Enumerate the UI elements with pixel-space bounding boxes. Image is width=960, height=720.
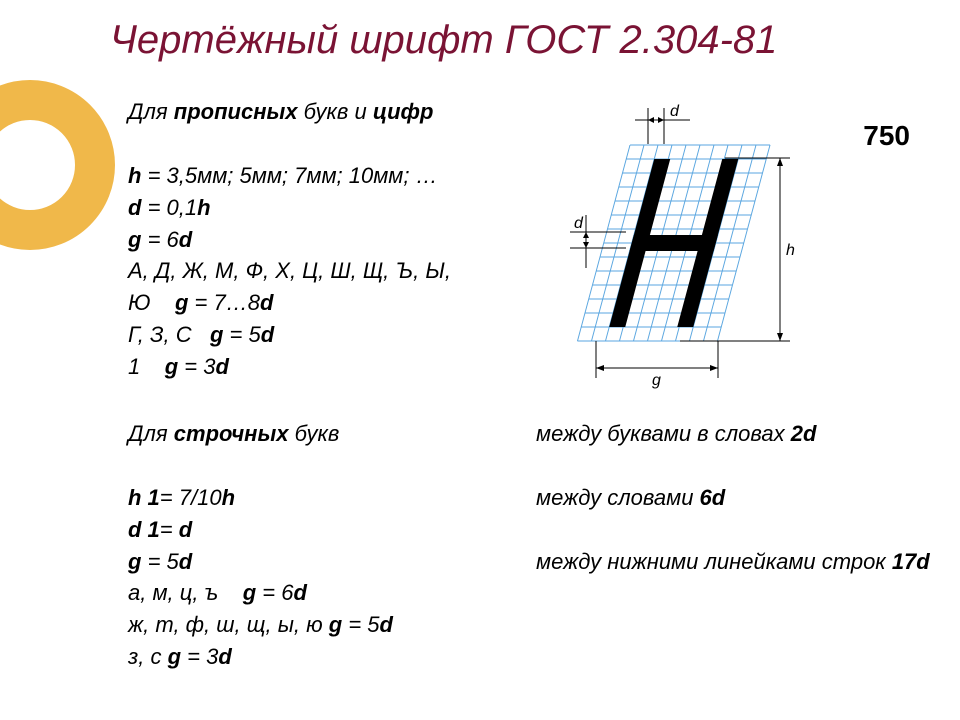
letter-diagram: d d h g bbox=[540, 100, 830, 390]
page-title: Чертёжный шрифт ГОСТ 2.304-81 bbox=[110, 18, 777, 63]
uppercase-block: Для прописных букв и цифр h = 3,5мм; 5мм… bbox=[128, 96, 498, 383]
label-d-left: d bbox=[574, 215, 584, 232]
decor-ring bbox=[0, 80, 115, 250]
lowercase-block: Для строчных букв h 1= 7/10h d 1= d g = … bbox=[128, 418, 498, 673]
label-g-bottom: g bbox=[652, 372, 661, 389]
angle-badge: 750 bbox=[863, 120, 910, 152]
label-h-right: h bbox=[786, 242, 795, 259]
spacing-block: между буквами в словах 2d между словами … bbox=[536, 418, 936, 577]
label-d-top: d bbox=[670, 103, 680, 120]
